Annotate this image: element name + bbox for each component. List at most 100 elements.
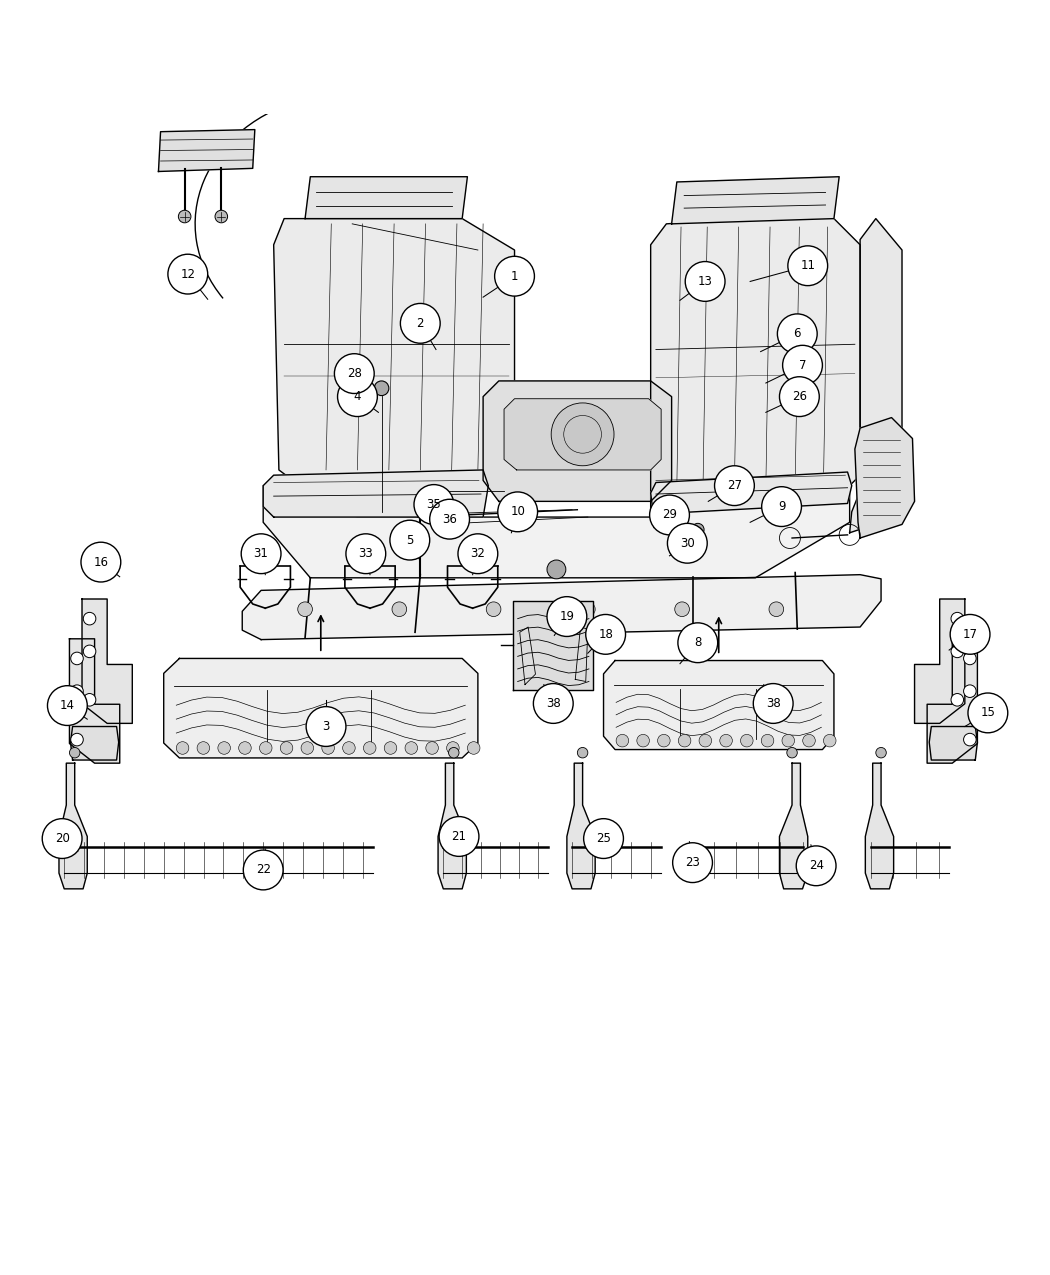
Circle shape [715, 465, 754, 506]
Circle shape [692, 523, 705, 536]
Circle shape [951, 612, 964, 625]
Text: 22: 22 [256, 863, 271, 876]
Circle shape [168, 254, 208, 295]
Text: 29: 29 [662, 509, 677, 521]
Polygon shape [264, 470, 488, 518]
Circle shape [363, 742, 376, 755]
Circle shape [81, 542, 121, 581]
Circle shape [668, 523, 708, 564]
Circle shape [42, 819, 82, 858]
Text: 32: 32 [470, 547, 485, 560]
Text: 6: 6 [794, 328, 801, 340]
Text: 5: 5 [406, 534, 414, 547]
Circle shape [951, 645, 964, 658]
Text: 20: 20 [55, 833, 69, 845]
Circle shape [178, 210, 191, 223]
Circle shape [467, 742, 480, 755]
Text: 16: 16 [93, 556, 108, 569]
Circle shape [83, 694, 96, 706]
Text: 9: 9 [778, 500, 785, 513]
Polygon shape [672, 177, 839, 224]
Circle shape [547, 597, 587, 636]
Text: 12: 12 [181, 268, 195, 280]
Circle shape [414, 484, 454, 524]
Text: 4: 4 [354, 390, 361, 403]
Circle shape [678, 734, 691, 747]
Circle shape [280, 742, 293, 755]
Polygon shape [70, 727, 119, 760]
Text: 26: 26 [792, 390, 806, 403]
Circle shape [779, 376, 819, 417]
Circle shape [964, 685, 977, 697]
Circle shape [753, 683, 793, 723]
Circle shape [951, 694, 964, 706]
Circle shape [802, 734, 815, 747]
Text: 7: 7 [799, 358, 806, 372]
Circle shape [761, 734, 774, 747]
Circle shape [616, 734, 629, 747]
Circle shape [761, 487, 801, 527]
Polygon shape [779, 764, 807, 889]
Text: 30: 30 [680, 537, 695, 550]
Circle shape [584, 819, 624, 858]
Circle shape [390, 520, 429, 560]
Circle shape [70, 733, 83, 746]
Circle shape [586, 615, 626, 654]
Polygon shape [306, 177, 467, 218]
Text: 17: 17 [963, 627, 978, 641]
Polygon shape [504, 399, 662, 470]
Polygon shape [567, 764, 595, 889]
Circle shape [788, 246, 827, 286]
Polygon shape [243, 575, 881, 640]
Circle shape [448, 747, 459, 757]
Circle shape [334, 353, 374, 394]
Polygon shape [69, 639, 120, 764]
Polygon shape [604, 660, 834, 750]
Circle shape [678, 623, 718, 663]
Polygon shape [59, 764, 87, 889]
Circle shape [637, 734, 649, 747]
Polygon shape [513, 601, 593, 690]
Text: 33: 33 [358, 547, 373, 560]
Text: 31: 31 [254, 547, 269, 560]
Circle shape [578, 747, 588, 757]
Circle shape [429, 500, 469, 539]
Circle shape [796, 845, 836, 886]
Text: 19: 19 [560, 609, 574, 623]
Text: 1: 1 [510, 270, 519, 283]
Polygon shape [915, 599, 965, 723]
Text: 21: 21 [452, 830, 466, 843]
Circle shape [342, 742, 355, 755]
Circle shape [47, 686, 87, 725]
Circle shape [777, 314, 817, 353]
Polygon shape [483, 381, 672, 501]
Circle shape [458, 534, 498, 574]
Text: 8: 8 [694, 636, 701, 649]
Circle shape [69, 747, 80, 757]
Circle shape [70, 685, 83, 697]
Circle shape [650, 495, 690, 536]
Circle shape [70, 652, 83, 664]
Polygon shape [849, 218, 902, 533]
Circle shape [242, 534, 281, 574]
Circle shape [238, 742, 251, 755]
Circle shape [533, 683, 573, 723]
Text: 18: 18 [598, 627, 613, 641]
Circle shape [495, 256, 534, 296]
Circle shape [307, 706, 345, 746]
Text: 23: 23 [685, 856, 700, 870]
Circle shape [782, 346, 822, 385]
Circle shape [301, 742, 314, 755]
Polygon shape [438, 764, 466, 889]
Circle shape [337, 376, 377, 417]
Circle shape [950, 615, 990, 654]
Circle shape [740, 734, 753, 747]
Circle shape [446, 742, 459, 755]
Polygon shape [82, 599, 132, 723]
Circle shape [426, 742, 439, 755]
Circle shape [345, 534, 385, 574]
Text: 27: 27 [727, 479, 742, 492]
Circle shape [83, 612, 96, 625]
Circle shape [322, 742, 334, 755]
Text: 24: 24 [808, 859, 823, 872]
